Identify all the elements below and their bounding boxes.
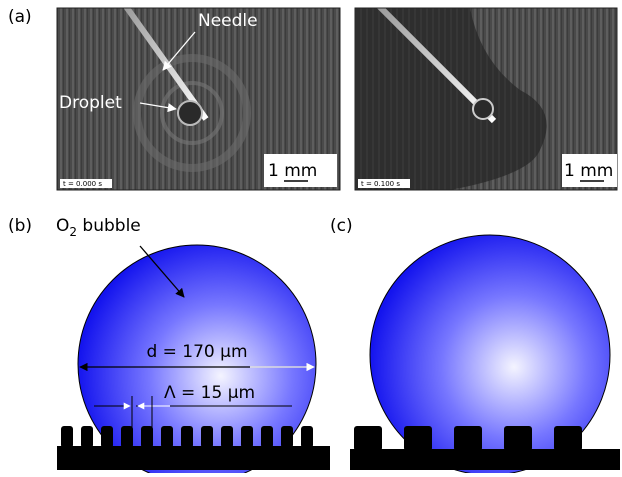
- figure: (a) Needle Droplet t = 0.000 s 1 mm t = …: [0, 0, 622, 473]
- needle-label: Needle: [198, 11, 258, 31]
- pillar: [141, 426, 153, 448]
- pillar: [404, 426, 432, 451]
- droplet-label: Droplet: [59, 93, 122, 113]
- pillar: [181, 426, 193, 448]
- pillar: [281, 426, 293, 448]
- panel-label: (c): [330, 216, 353, 236]
- timestamp: t = 0.100 s: [361, 180, 400, 188]
- pillar: [261, 426, 273, 448]
- panel-label: (b): [8, 216, 32, 236]
- pillar: [504, 426, 532, 451]
- substrate-base: [57, 446, 330, 470]
- scale-bar-label: 1 mm: [564, 161, 613, 181]
- timestamp: t = 0.000 s: [63, 180, 102, 188]
- pillar: [554, 426, 582, 451]
- pillar: [101, 426, 113, 448]
- pillar: [241, 426, 253, 448]
- diameter-label: d = 170 µm: [146, 342, 247, 362]
- substrate-base: [350, 449, 620, 470]
- pillar: [221, 426, 233, 448]
- pillar: [301, 426, 313, 448]
- panel-label: (a): [8, 7, 32, 27]
- bubble-label: O2 bubble: [56, 216, 141, 239]
- scale-bar-label: 1 mm: [268, 161, 317, 181]
- pillar: [121, 426, 133, 448]
- pillar: [454, 426, 482, 451]
- period-label: Λ = 15 µm: [164, 383, 255, 403]
- bubble-label-text: O: [56, 216, 69, 236]
- bubble-label-subscript: 2: [69, 225, 77, 239]
- pillar: [354, 426, 382, 451]
- bubble-label-suffix: bubble: [77, 216, 141, 236]
- pillar: [61, 426, 73, 448]
- pillar: [81, 426, 93, 448]
- pillar: [161, 426, 173, 448]
- pillar: [201, 426, 213, 448]
